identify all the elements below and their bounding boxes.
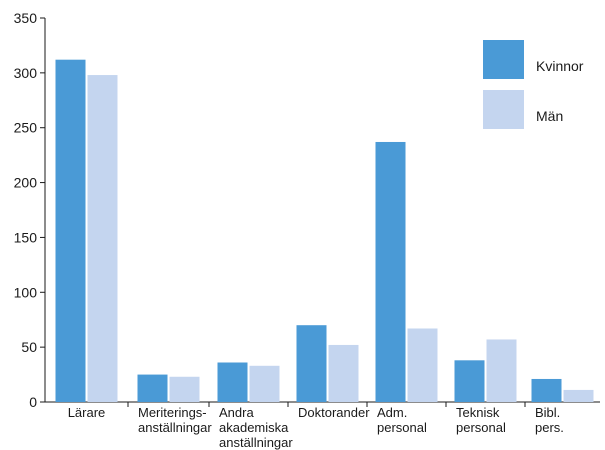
category-label: Teknisk personal bbox=[456, 405, 506, 435]
category-label: Meriterings-anställningar bbox=[138, 405, 212, 435]
category-label: Bibl. pers. bbox=[535, 405, 564, 435]
bar-kvinnor bbox=[375, 141, 406, 402]
y-tick-label: 200 bbox=[14, 175, 38, 191]
y-tick-label: 50 bbox=[21, 339, 37, 355]
bar-kvinnor bbox=[296, 325, 327, 402]
y-tick-label: 0 bbox=[29, 394, 37, 410]
chart-bars bbox=[55, 59, 594, 403]
legend-swatch-kvinnor bbox=[483, 40, 524, 79]
bar-man bbox=[486, 339, 517, 402]
category-label: Lärare bbox=[68, 405, 106, 420]
y-tick-label: 100 bbox=[14, 284, 38, 300]
chart-axes: 0 50 100 150 200 250 300 350 bbox=[14, 10, 600, 410]
bar-man bbox=[169, 376, 200, 402]
bar-man bbox=[407, 328, 438, 402]
y-tick-label: 250 bbox=[14, 120, 38, 136]
bar-kvinnor bbox=[531, 378, 562, 402]
bar-kvinnor bbox=[55, 59, 86, 402]
bar-man bbox=[563, 389, 594, 402]
category-label: Andra akademiska anställningar bbox=[219, 405, 293, 450]
bar-kvinnor bbox=[454, 360, 485, 402]
bar-man bbox=[328, 344, 359, 402]
bar-man bbox=[249, 365, 280, 402]
bar-man bbox=[87, 75, 118, 403]
y-tick-label: 350 bbox=[14, 10, 38, 26]
y-tick-label: 150 bbox=[14, 229, 38, 245]
legend-swatch-man bbox=[483, 90, 524, 129]
legend-label-man: Män bbox=[536, 108, 563, 124]
legend-label-kvinnor: Kvinnor bbox=[536, 58, 584, 74]
bar-kvinnor bbox=[137, 374, 168, 402]
chart-legend: Kvinnor Män bbox=[483, 40, 584, 129]
category-label: Adm. personal bbox=[377, 405, 427, 435]
y-tick-label: 300 bbox=[14, 65, 38, 81]
bar-kvinnor bbox=[217, 362, 248, 402]
category-label: Doktorander bbox=[298, 405, 370, 420]
